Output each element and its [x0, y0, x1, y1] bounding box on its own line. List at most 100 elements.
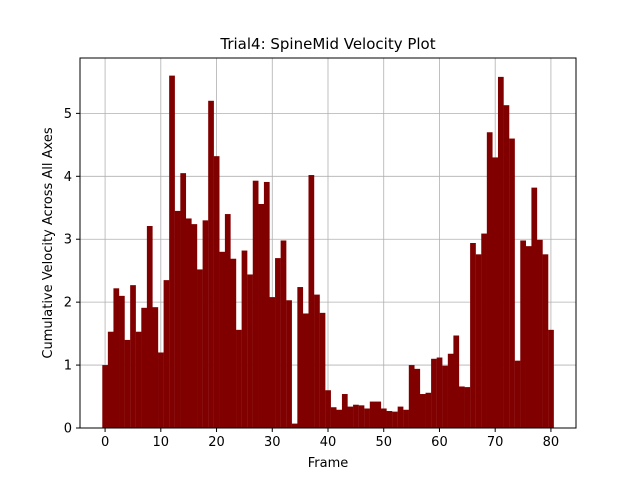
bar	[347, 406, 354, 428]
bar	[308, 175, 315, 428]
bar	[146, 226, 153, 428]
bar	[286, 300, 292, 428]
chart-title: Trial4: SpineMid Velocity Plot	[219, 35, 435, 53]
y-tick-label: 0	[64, 422, 72, 437]
x-tick-label: 40	[320, 435, 337, 450]
bar	[191, 224, 198, 428]
x-tick-label: 0	[101, 435, 109, 450]
bar	[252, 180, 259, 428]
bar	[520, 240, 526, 428]
bar	[325, 390, 331, 428]
bar	[531, 187, 538, 428]
bar	[107, 331, 114, 428]
bar	[247, 274, 253, 428]
bar	[330, 407, 337, 428]
bar	[314, 294, 320, 428]
bar	[302, 313, 309, 428]
y-tick-label: 4	[64, 170, 72, 185]
bar	[353, 404, 359, 428]
bar	[386, 411, 393, 428]
bar	[341, 394, 348, 428]
bar	[458, 386, 465, 428]
x-tick-label: 10	[153, 435, 170, 450]
bar	[336, 409, 343, 428]
bar	[369, 401, 376, 428]
bar	[169, 75, 175, 428]
bar	[241, 250, 248, 428]
x-axis-ticks: 0 10 20 30 40 50 60 70 80	[101, 428, 559, 450]
bar	[163, 280, 170, 428]
x-tick-label: 60	[431, 435, 448, 450]
bar	[380, 408, 387, 428]
x-tick-label: 80	[543, 435, 560, 450]
bar	[269, 297, 276, 428]
bar	[258, 203, 265, 428]
y-axis-ticks: 0 1 2 3 4 5	[64, 107, 80, 437]
bar	[185, 218, 192, 428]
bar	[197, 269, 203, 428]
bar	[431, 358, 437, 428]
bar	[236, 329, 242, 428]
y-axis-title: Cumulative Velocity Across All Axes	[41, 127, 56, 358]
bar	[219, 251, 226, 428]
bar	[442, 365, 448, 428]
bar	[202, 220, 209, 428]
x-tick-label: 20	[208, 435, 225, 450]
bar	[291, 423, 298, 428]
x-tick-label: 30	[264, 435, 281, 450]
bar	[481, 233, 487, 428]
bar	[464, 387, 471, 428]
y-tick-label: 2	[64, 296, 72, 311]
bar	[135, 331, 142, 428]
bar	[548, 329, 554, 428]
bar	[419, 394, 426, 428]
bar	[497, 76, 504, 428]
bar	[158, 352, 164, 428]
bar	[208, 100, 214, 428]
bar	[180, 173, 187, 428]
bar	[503, 105, 510, 428]
bar	[447, 353, 454, 428]
bar	[224, 214, 231, 428]
bar	[280, 240, 287, 428]
bar	[536, 239, 543, 428]
bar	[475, 254, 482, 428]
bar	[275, 258, 281, 428]
bar	[119, 295, 125, 428]
bar	[414, 368, 421, 428]
bar	[514, 360, 521, 428]
x-axis-title: Frame	[308, 456, 349, 471]
bar	[230, 258, 237, 428]
bar	[408, 365, 415, 428]
y-tick-label: 3	[64, 233, 72, 248]
bar	[141, 307, 148, 428]
bar	[470, 243, 476, 428]
bar	[263, 181, 270, 428]
bar	[403, 409, 409, 428]
bar	[213, 156, 220, 428]
bar	[297, 287, 304, 428]
bar-series	[102, 75, 554, 429]
bar	[375, 401, 382, 428]
bar	[453, 335, 460, 428]
bar	[436, 357, 443, 428]
x-tick-label: 50	[375, 435, 392, 450]
bar	[319, 312, 326, 428]
bar	[102, 365, 109, 428]
bar	[113, 288, 120, 428]
bar	[509, 138, 515, 428]
x-tick-label: 70	[487, 435, 504, 450]
bar	[525, 246, 532, 428]
bar	[364, 408, 370, 428]
bar	[392, 411, 398, 428]
y-tick-label: 5	[64, 107, 72, 122]
bar	[174, 210, 181, 428]
bar	[492, 157, 499, 429]
bar	[397, 406, 404, 428]
bar	[486, 132, 493, 428]
bar	[124, 339, 131, 428]
bar	[425, 392, 432, 428]
bar	[542, 254, 549, 428]
